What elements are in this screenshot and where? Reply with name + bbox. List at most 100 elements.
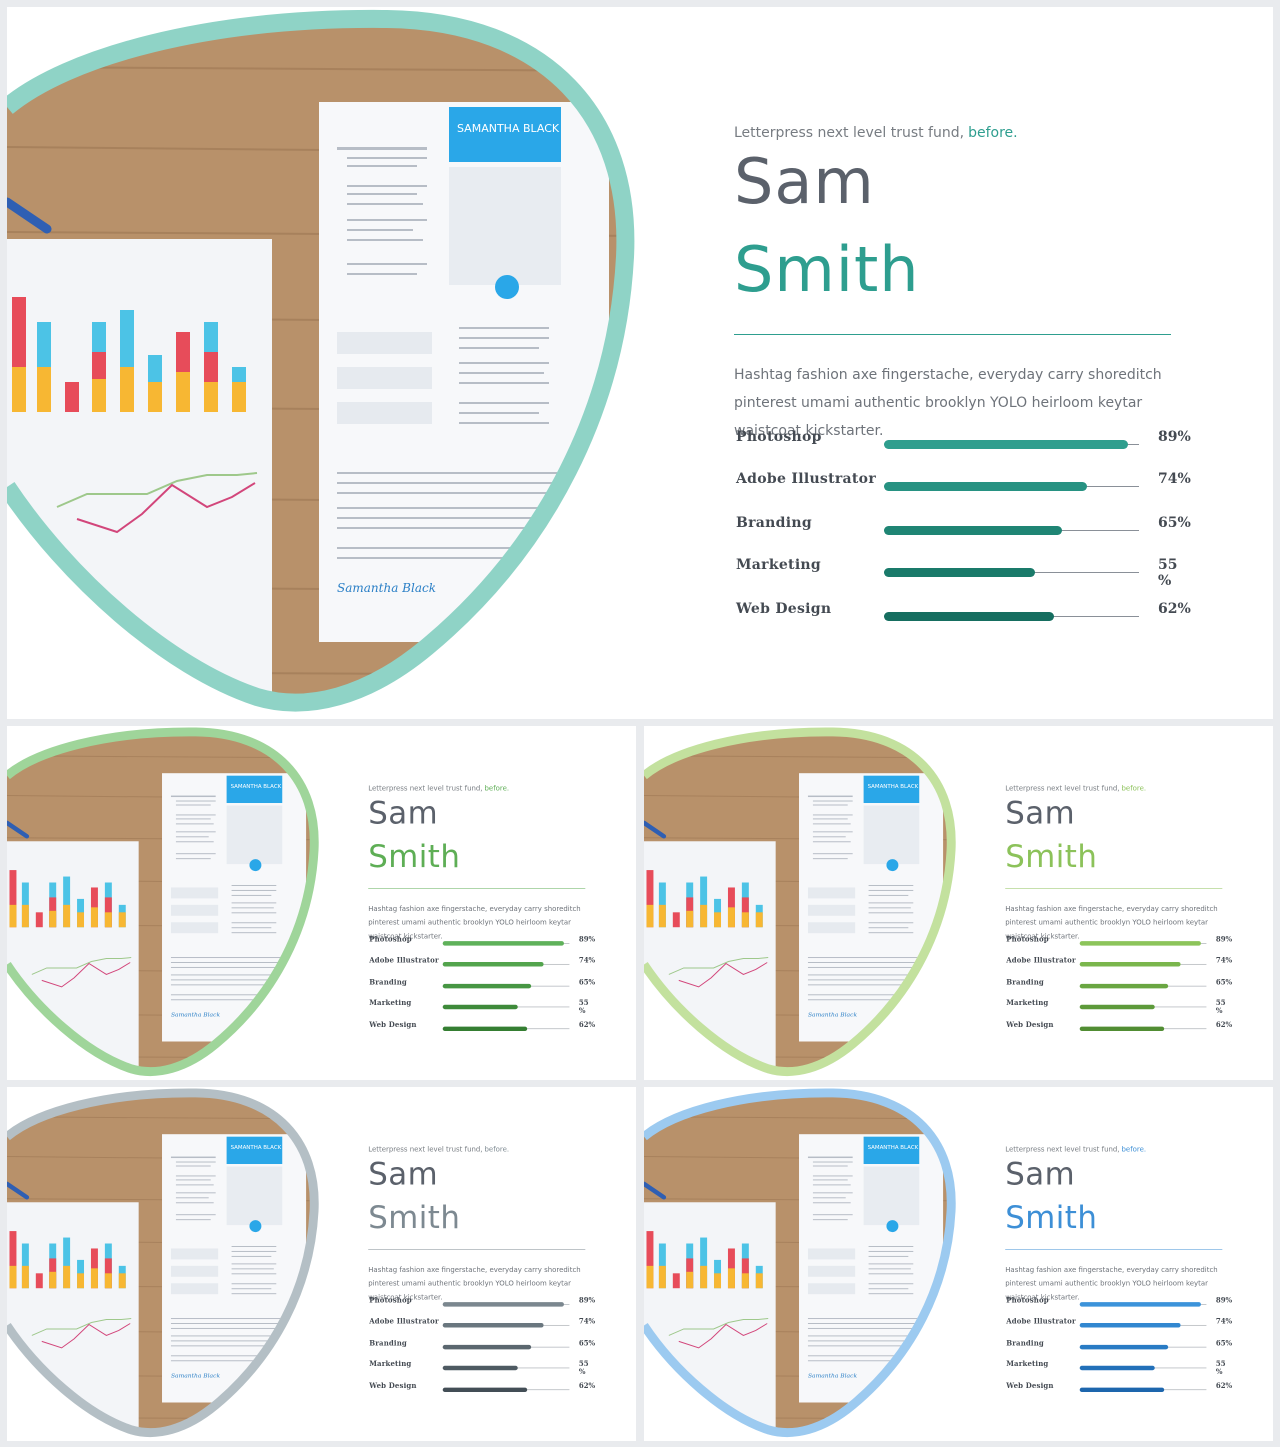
skill-row: Web Design 62% xyxy=(1005,1380,1239,1397)
skill-name: Photoshop xyxy=(1006,1296,1049,1305)
skill-progress-bar xyxy=(442,941,564,946)
skill-row: Web Design 62% xyxy=(734,597,1204,631)
skill-row: Photoshop 89% xyxy=(1005,1295,1239,1312)
skill-percent: 74% xyxy=(578,956,596,965)
skill-percent: 74% xyxy=(1215,956,1233,965)
skill-percent: 62% xyxy=(578,1021,596,1030)
tagline-text: Letterpress next level trust fund, xyxy=(368,1145,483,1154)
skill-row: Photoshop 89% xyxy=(368,934,602,951)
skill-percent: 62% xyxy=(1215,1021,1233,1030)
skill-name: Branding xyxy=(1006,1339,1044,1348)
skill-row: Branding 65% xyxy=(734,511,1204,545)
photo-illustration: SAMANTHA BLACK xyxy=(7,9,635,712)
skill-name: Branding xyxy=(369,978,407,987)
skill-progress-bar xyxy=(442,1365,518,1371)
skill-row: Marketing 55 % xyxy=(1005,997,1239,1015)
tagline: Letterpress next level trust fund, before… xyxy=(368,785,509,793)
skill-progress-bar xyxy=(1079,1387,1165,1393)
skill-percent: 65% xyxy=(1158,515,1191,531)
tagline-text: Letterpress next level trust fund, xyxy=(1005,784,1120,793)
tagline-accent-link[interactable]: before. xyxy=(484,784,510,793)
skill-name: Web Design xyxy=(369,1382,417,1391)
skill-name: Branding xyxy=(369,1339,407,1348)
skill-percent: 62% xyxy=(1158,601,1191,617)
skill-percent: 62% xyxy=(578,1382,596,1391)
photo-illustration: SAMANTHA BLACK xyxy=(7,727,319,1076)
slide-teal-large[interactable]: SAMANTHA BLACK xyxy=(7,7,1273,719)
resume-photo: SAMANTHA BLACK xyxy=(7,726,325,1080)
skill-progress-bar xyxy=(1079,1302,1201,1307)
tagline-accent-link[interactable]: before. xyxy=(1121,1145,1147,1154)
skill-percent: 55 % xyxy=(1215,1360,1226,1377)
skill-percent: 89% xyxy=(578,1296,596,1305)
slide-green[interactable]: SAMANTHA BLACK xyxy=(7,726,636,1080)
description-text: Hashtag fashion axe fingerstache, everyd… xyxy=(734,367,1162,439)
last-name-heading: Smith xyxy=(734,233,920,306)
skill-row: Adobe Illustrator 74% xyxy=(368,955,602,972)
skill-percent: 55 % xyxy=(578,1360,589,1377)
skill-progress-bar xyxy=(884,568,1035,577)
skill-progress-bar xyxy=(1079,983,1169,989)
skill-name: Marketing xyxy=(369,1360,412,1369)
skill-name: Branding xyxy=(1006,978,1044,987)
skill-progress-bar xyxy=(442,1322,544,1328)
skill-percent: 74% xyxy=(1158,471,1191,487)
tagline: Letterpress next level trust fund, before… xyxy=(1005,785,1146,793)
skill-row: Photoshop 89% xyxy=(368,1295,602,1312)
description-text: Hashtag fashion axe fingerstache, everyd… xyxy=(368,1265,581,1302)
tagline-text: Letterpress next level trust fund, xyxy=(734,125,965,141)
skill-progress-bar xyxy=(1079,941,1201,946)
signature: Samantha Black xyxy=(808,1012,857,1019)
skill-progress-bar xyxy=(1079,1026,1165,1032)
tagline-accent-link[interactable]: before. xyxy=(968,125,1018,141)
skill-progress-bar xyxy=(1079,1344,1169,1350)
skill-percent: 65% xyxy=(1215,978,1233,987)
skill-progress-bar xyxy=(442,1344,532,1350)
signature: Samantha Black xyxy=(808,1373,857,1380)
first-name-heading: Sam xyxy=(368,794,439,831)
skill-row: Marketing 55 % xyxy=(734,553,1204,589)
skill-percent: 89% xyxy=(1215,1296,1233,1305)
skill-row: Photoshop 89% xyxy=(1005,934,1239,951)
skill-name: Photoshop xyxy=(369,1296,412,1305)
skill-progress-bar xyxy=(442,1026,528,1032)
tagline-accent-link[interactable]: before. xyxy=(484,1145,510,1154)
skill-name: Web Design xyxy=(1006,1021,1054,1030)
skill-row: Adobe Illustrator 74% xyxy=(1005,955,1239,972)
skill-name: Branding xyxy=(736,515,812,531)
description-text: Hashtag fashion axe fingerstache, everyd… xyxy=(1005,904,1218,941)
slide-lime[interactable]: SAMANTHA BLACK xyxy=(644,726,1273,1080)
resume-name-label: SAMANTHA BLACK xyxy=(457,122,560,135)
slide-blue[interactable]: SAMANTHA BLACK xyxy=(644,1087,1273,1441)
skill-row: Web Design 62% xyxy=(368,1019,602,1036)
skill-progress-bar xyxy=(884,526,1062,535)
skill-name: Photoshop xyxy=(369,935,412,944)
first-name-heading: Sam xyxy=(368,1155,439,1192)
profile-content: Letterpress next level trust fund, before… xyxy=(368,726,616,1080)
skill-name: Adobe Illustrator xyxy=(1006,956,1076,965)
skill-row: Adobe Illustrator 74% xyxy=(734,467,1204,501)
skill-row: Branding 65% xyxy=(368,1337,602,1354)
skill-percent: 55 % xyxy=(1158,557,1178,589)
profile-content: Letterpress next level trust fund, before… xyxy=(1005,1087,1253,1441)
skill-name: Photoshop xyxy=(1006,935,1049,944)
resume-photo: SAMANTHA BLACK xyxy=(7,7,647,719)
signature: Samantha Black xyxy=(171,1373,220,1380)
skill-progress-bar xyxy=(884,482,1087,491)
slide-gray[interactable]: SAMANTHA BLACK xyxy=(7,1087,636,1441)
skill-progress-bar xyxy=(442,1302,564,1307)
tagline-accent-link[interactable]: before. xyxy=(1121,784,1147,793)
skill-progress-bar xyxy=(1079,1322,1181,1328)
skill-percent: 65% xyxy=(578,978,596,987)
skill-progress-bar xyxy=(1079,961,1181,967)
skill-progress-bar xyxy=(442,983,532,989)
description-text: Hashtag fashion axe fingerstache, everyd… xyxy=(1005,1265,1218,1302)
skill-row: Marketing 55 % xyxy=(368,1358,602,1377)
skill-percent: 89% xyxy=(1215,935,1233,944)
skill-name: Adobe Illustrator xyxy=(736,471,877,487)
photo-illustration: SAMANTHA BLACK xyxy=(644,1088,956,1437)
first-name-heading: Sam xyxy=(1005,794,1076,831)
skill-percent: 89% xyxy=(1158,429,1191,445)
skill-percent: 65% xyxy=(1215,1339,1233,1348)
skill-row: Branding 65% xyxy=(368,976,602,993)
